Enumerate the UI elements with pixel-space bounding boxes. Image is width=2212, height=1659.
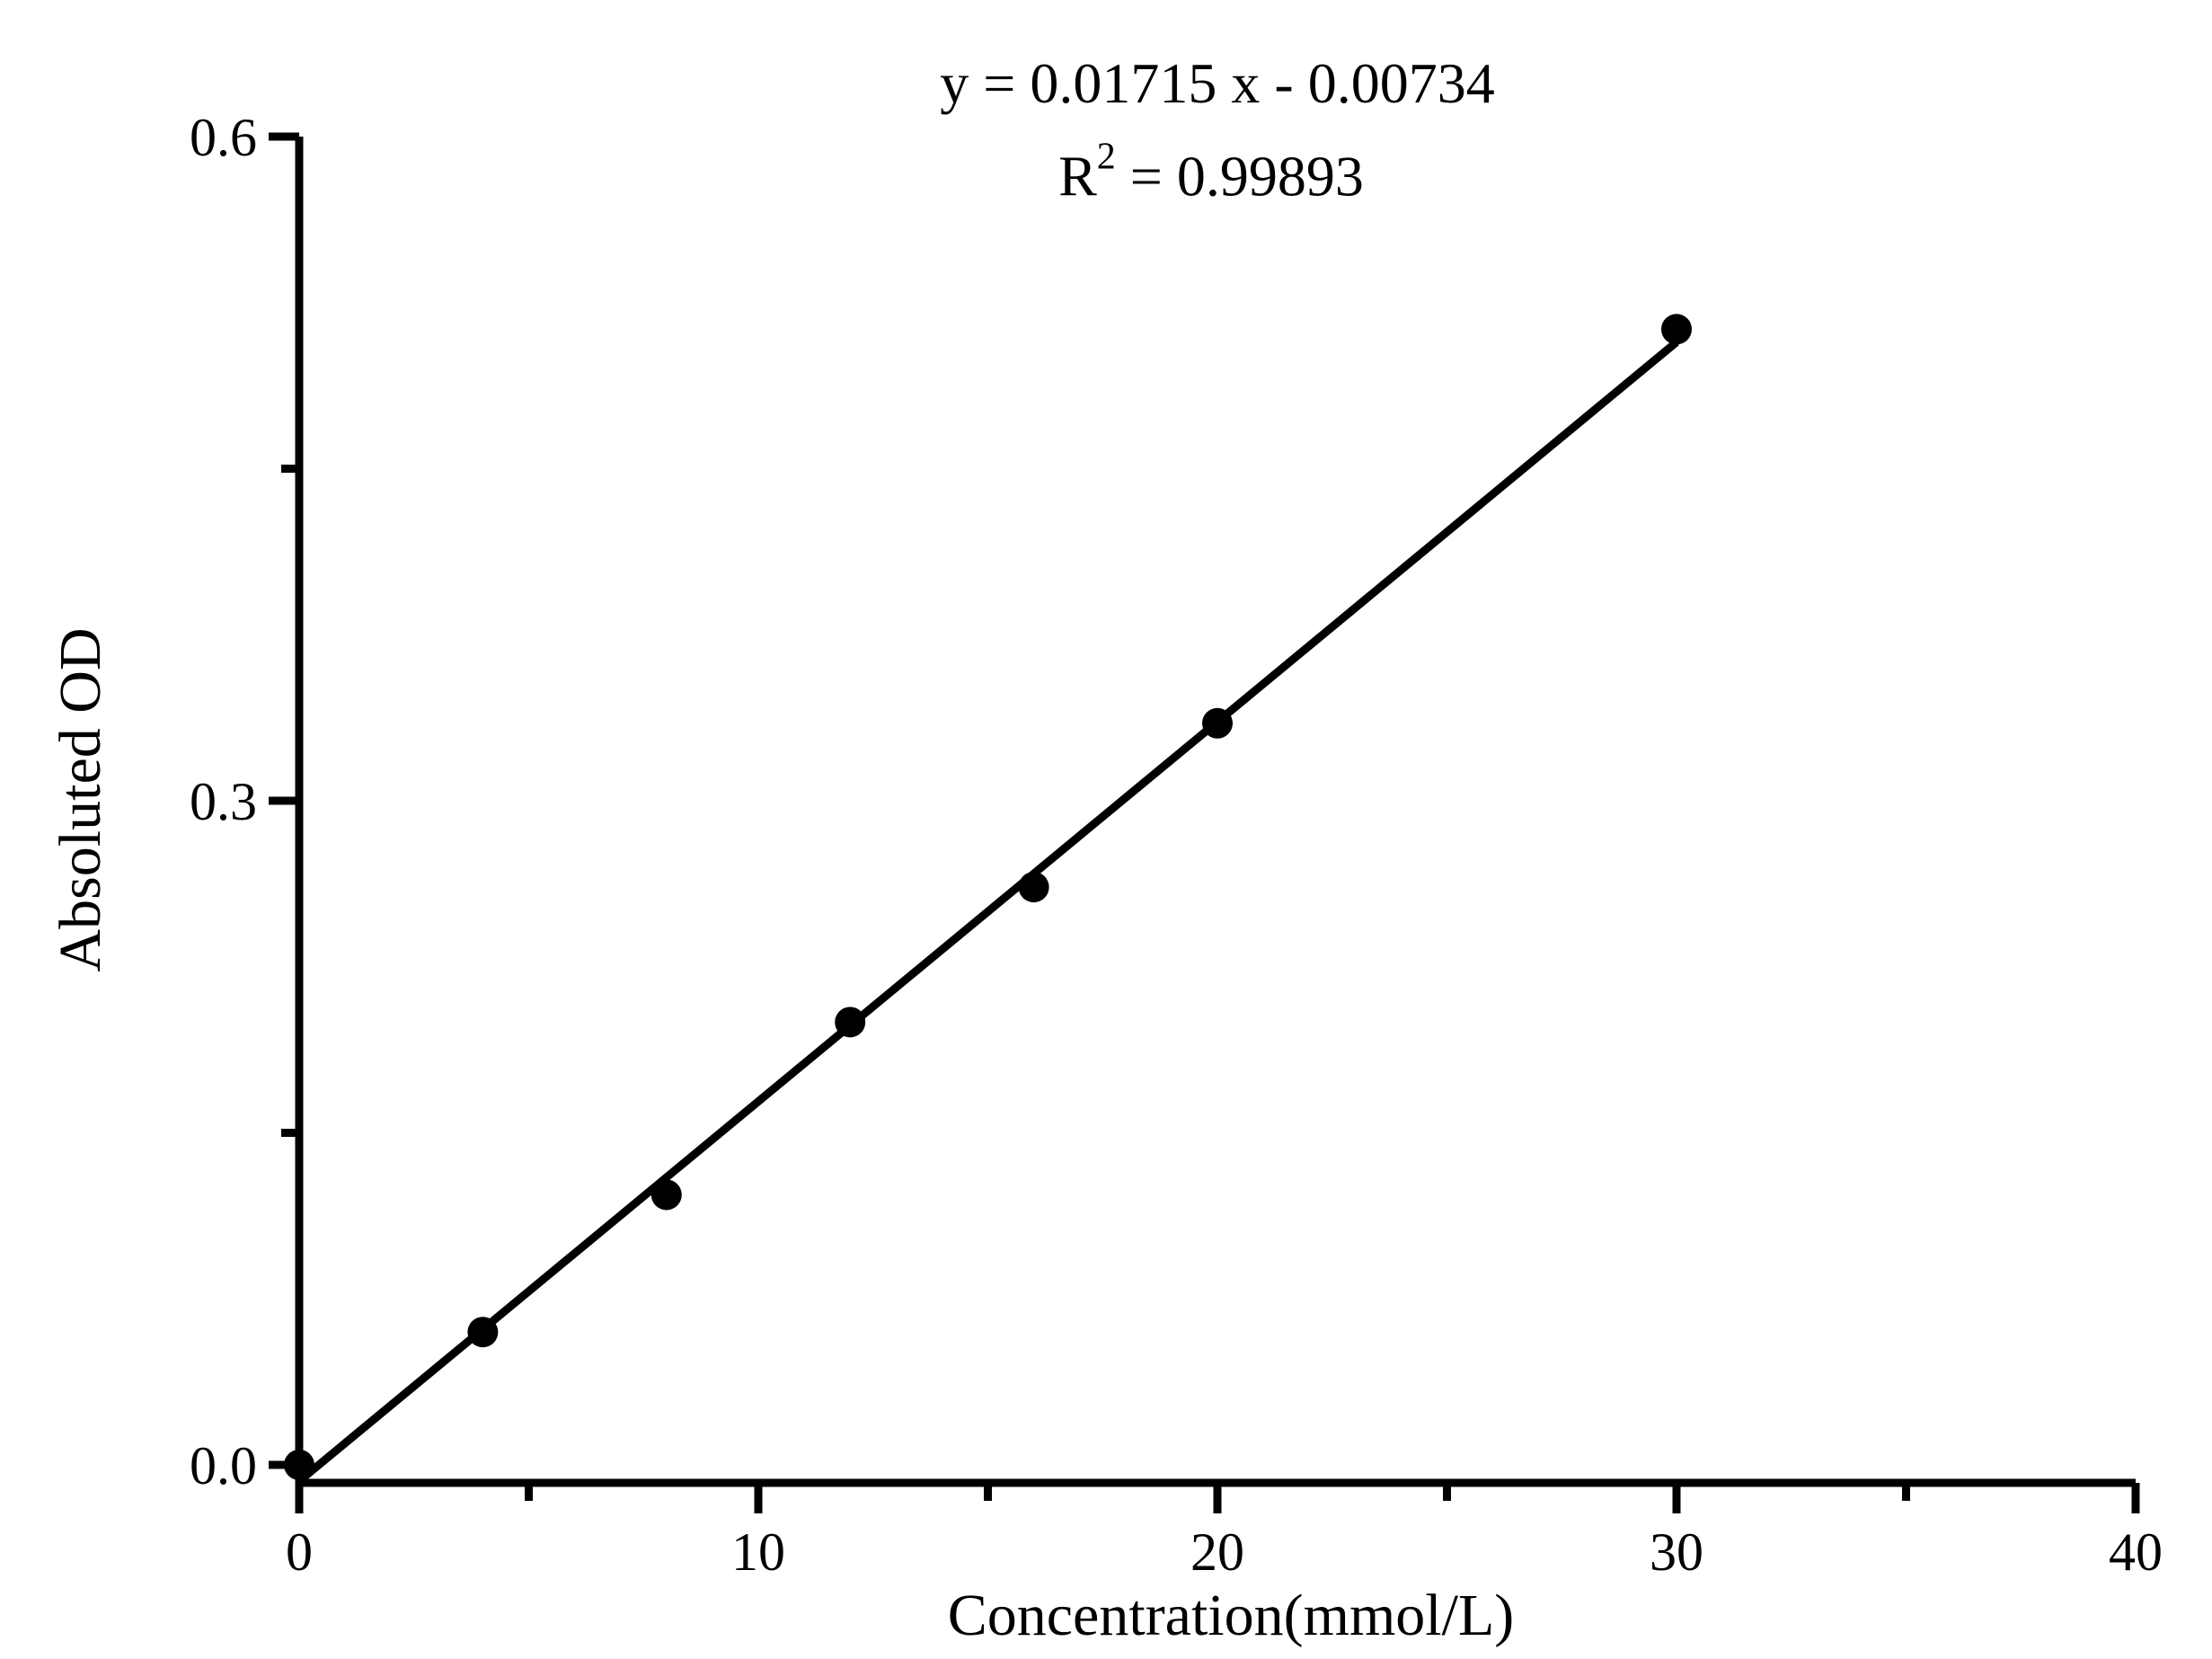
y-tick-label: 0.0 xyxy=(190,1436,257,1495)
data-point xyxy=(1202,707,1233,739)
chart-title-equation: y = 0.01715 x - 0.00734 xyxy=(940,51,1495,115)
x-tick-label: 10 xyxy=(731,1522,785,1582)
data-point xyxy=(650,1179,682,1211)
data-point xyxy=(467,1317,499,1348)
x-tick-label: 40 xyxy=(2109,1522,2163,1582)
data-point xyxy=(1018,872,1049,903)
chart-title-r-squared: R2 = 0.99893 xyxy=(1058,136,1364,210)
y-tick-label: 0.6 xyxy=(190,108,257,167)
r-squared-base: R xyxy=(1058,144,1097,208)
data-point xyxy=(835,1007,866,1038)
x-tick-label: 0 xyxy=(286,1522,313,1582)
data-point xyxy=(284,1450,314,1480)
r-squared-superscript: 2 xyxy=(1096,136,1116,178)
x-axis-title: Concentration(mmol/L) xyxy=(947,1583,1515,1648)
data-point xyxy=(1661,314,1692,345)
y-tick-label: 0.3 xyxy=(190,772,257,831)
r-squared-value: = 0.99893 xyxy=(1115,144,1364,208)
x-tick-label: 30 xyxy=(1650,1522,1703,1582)
x-tick-label: 20 xyxy=(1190,1522,1244,1582)
fit-line xyxy=(296,339,1679,1485)
y-axis-title: Absoluted OD xyxy=(48,627,113,972)
